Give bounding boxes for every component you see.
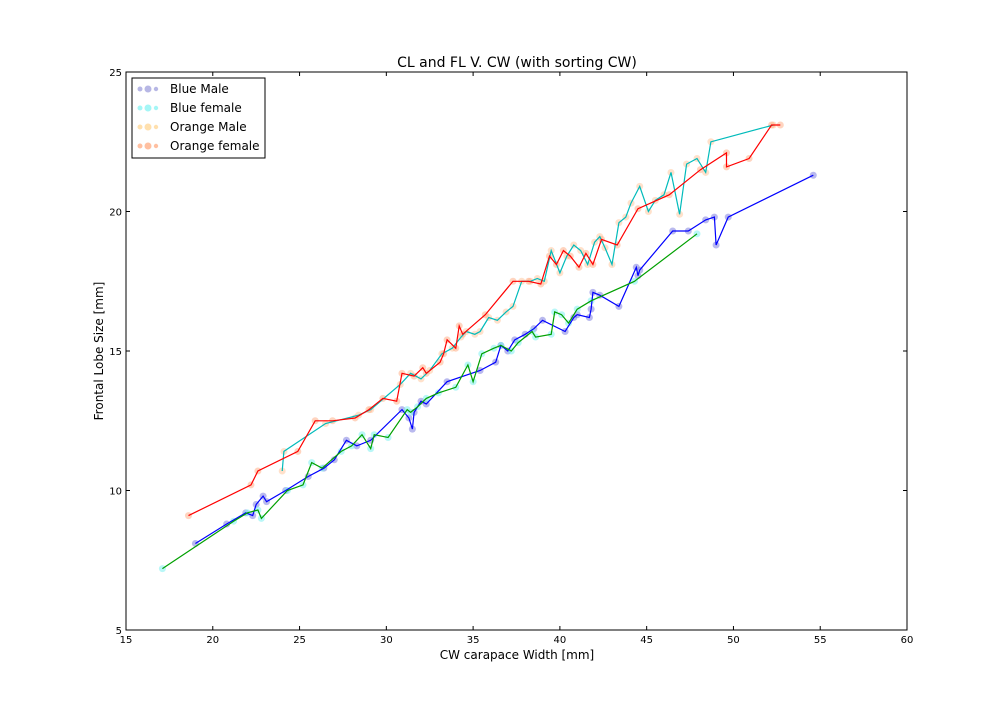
y-tick-label: 20 — [109, 208, 122, 219]
legend-marker — [137, 143, 143, 149]
series-line-3 — [188, 124, 781, 517]
legend-marker — [153, 124, 159, 130]
x-tick-label: 15 — [120, 635, 133, 646]
data-point — [184, 512, 192, 520]
legend-marker — [153, 86, 159, 92]
legend-label: Blue Male — [170, 82, 229, 96]
legend-entry-blue-male: Blue Male — [137, 82, 229, 96]
legend-label: Orange female — [170, 139, 260, 153]
x-axis-label: CW carapace Width [mm] — [440, 648, 594, 662]
y-axis-label: Frontal Lobe Size [mm] — [92, 282, 106, 421]
y-tick-label: 10 — [109, 487, 122, 498]
legend-marker — [144, 104, 152, 112]
legend: Blue Male Blue female Orange Male Orange… — [131, 77, 266, 159]
y-axis-ticks: 5 10 15 20 25 — [109, 68, 907, 637]
x-tick-label: 40 — [554, 635, 567, 646]
series-line-1 — [162, 233, 698, 570]
chart-title: CL and FL V. CW (with sorting CW) — [397, 55, 637, 71]
x-axis-ticks: 15 20 25 30 35 40 45 50 55 60 — [120, 72, 914, 646]
x-tick-label: 45 — [640, 635, 653, 646]
legend-entry-orange-female: Orange female — [137, 139, 260, 153]
x-tick-label: 35 — [467, 635, 480, 646]
x-tick-label: 25 — [293, 635, 306, 646]
legend-entry-blue-female: Blue female — [137, 101, 242, 115]
legend-marker — [144, 85, 152, 93]
legend-box — [131, 77, 266, 159]
y-tick-label: 5 — [116, 626, 122, 637]
legend-entry-orange-male: Orange Male — [137, 120, 247, 134]
legend-marker — [137, 105, 143, 111]
legend-label: Orange Male — [170, 120, 247, 134]
y-tick-label: 25 — [109, 68, 122, 79]
data-point — [776, 121, 784, 129]
x-tick-label: 20 — [206, 635, 219, 646]
x-tick-label: 60 — [901, 635, 914, 646]
legend-marker — [137, 86, 143, 92]
x-tick-label: 55 — [814, 635, 827, 646]
legend-marker — [144, 123, 152, 131]
legend-marker — [153, 105, 159, 111]
legend-label: Blue female — [170, 101, 242, 115]
legend-marker — [144, 142, 152, 150]
x-tick-label: 30 — [380, 635, 393, 646]
y-tick-label: 15 — [109, 347, 122, 358]
legend-marker — [137, 124, 143, 130]
legend-marker — [153, 143, 159, 149]
series-lines — [162, 124, 814, 570]
x-tick-label: 50 — [727, 635, 740, 646]
